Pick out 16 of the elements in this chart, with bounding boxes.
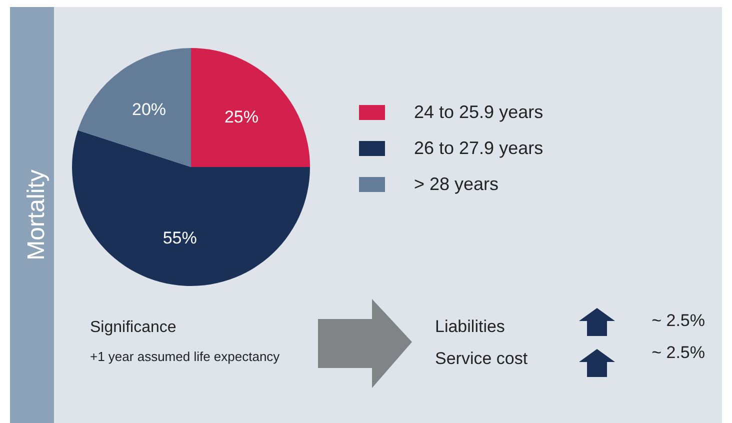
pie-slice bbox=[191, 48, 310, 167]
text: ~ 2.5% bbox=[652, 343, 705, 362]
text: Liabilities bbox=[435, 317, 505, 336]
data-label: 55% bbox=[162, 228, 197, 248]
text: Significance bbox=[90, 319, 176, 336]
pie-slice bbox=[72, 130, 310, 286]
text: Service cost bbox=[435, 349, 528, 368]
text: +1 year assumed life expectancy bbox=[90, 349, 280, 364]
legend-label: 24 to 25.9 years bbox=[414, 102, 544, 122]
legend-label: > 28 years bbox=[414, 174, 499, 194]
data-label: 20% bbox=[132, 100, 166, 120]
text: ~ 2.5% bbox=[652, 311, 705, 330]
legend-label: 26 to 27.9 years bbox=[414, 138, 544, 158]
pie-slice bbox=[78, 48, 191, 167]
text: Mortality bbox=[23, 170, 50, 260]
data-label: 25% bbox=[224, 108, 259, 127]
